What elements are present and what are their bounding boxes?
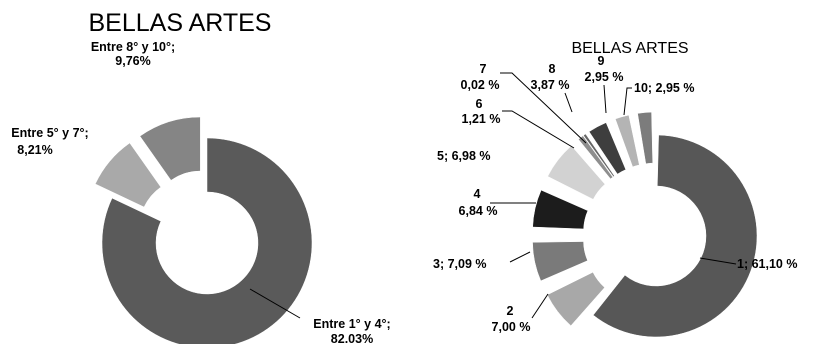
right-leader-slice-2 (531, 293, 549, 319)
right-donut-slice-5 (547, 145, 606, 200)
left-donut-slice-1 (101, 137, 313, 344)
right-leader-slice-8 (564, 92, 573, 113)
right-donut-slice-10 (637, 111, 653, 165)
left-donut-slice-2 (94, 142, 162, 208)
left-donut-slice-3 (139, 116, 201, 181)
right-leader-slice-3 (509, 251, 531, 263)
right-value-slice-6: 1,21 % (462, 112, 501, 126)
right-chart-title: BELLAS ARTES (571, 40, 688, 57)
donut-chart-right: BELLAS ARTES 1; 61,10 % 2 7,00 % 3; 7,09… (433, 40, 797, 338)
right-label-slice-5: 5; 6,98 % (437, 149, 491, 163)
right-leader-slice-6 (502, 110, 575, 149)
donut-chart-left: BELLAS ARTES Entre 8° y 10°; 9,76% Entre… (11, 9, 391, 344)
right-donut-slice-4 (532, 189, 589, 230)
right-value-slice-4: 6,84 % (459, 204, 498, 218)
right-donut-slice-9 (614, 114, 640, 168)
right-donut-slice-3 (532, 241, 588, 282)
right-donut-slice-1 (592, 134, 758, 338)
right-value-slice-2: 7,00 % (492, 320, 531, 334)
right-value-slice-7: 0,02 % (461, 78, 500, 92)
right-label-slice-7: 7 (480, 62, 487, 76)
right-leader-slice-9 (603, 84, 607, 114)
right-label-slice-8: 8 (549, 62, 556, 76)
right-label-slice-3: 3; 7,09 % (433, 257, 487, 271)
left-label-slice-2: Entre 5° y 7°; (11, 126, 88, 140)
right-leader-slice-10 (623, 87, 632, 116)
right-leader-slice-7 (500, 72, 587, 144)
left-value-slice-3: 9,76% (115, 54, 150, 68)
right-label-slice-9: 9 (598, 54, 605, 68)
left-value-slice-2-text: 8,21% (17, 143, 52, 157)
right-label-slice-2: 2 (507, 304, 514, 318)
right-labels: 1; 61,10 % 2 7,00 % 3; 7,09 % 4 6,84 % 5… (433, 54, 797, 334)
right-donut-slice-7 (583, 133, 615, 178)
left-chart-title: BELLAS ARTES (89, 9, 272, 37)
right-label-slice-1: 1; 61,10 % (737, 257, 797, 271)
left-labels: Entre 8° y 10°; 9,76% Entre 5° y 7°; 82.… (11, 40, 390, 344)
left-leader-line-slice-1 (249, 288, 301, 319)
right-donut-slice-6 (578, 135, 614, 180)
right-label-slice-4: 4 (474, 187, 481, 201)
right-donut-slice-2 (546, 271, 606, 327)
right-donut-slice-8 (588, 122, 627, 175)
left-label-slice-3: Entre 8° y 10°; (91, 40, 175, 54)
left-value-slice-1: 82.03% (331, 332, 373, 344)
right-leader-slice-1 (699, 257, 737, 265)
right-value-slice-8: 3,87 % (531, 78, 570, 92)
left-label-slice-1: Entre 1° y 4°; (313, 317, 390, 331)
right-label-slice-10: 10; 2,95 % (634, 81, 694, 95)
right-label-slice-6: 6 (476, 97, 483, 111)
right-value-slice-9: 2,95 % (585, 70, 624, 84)
